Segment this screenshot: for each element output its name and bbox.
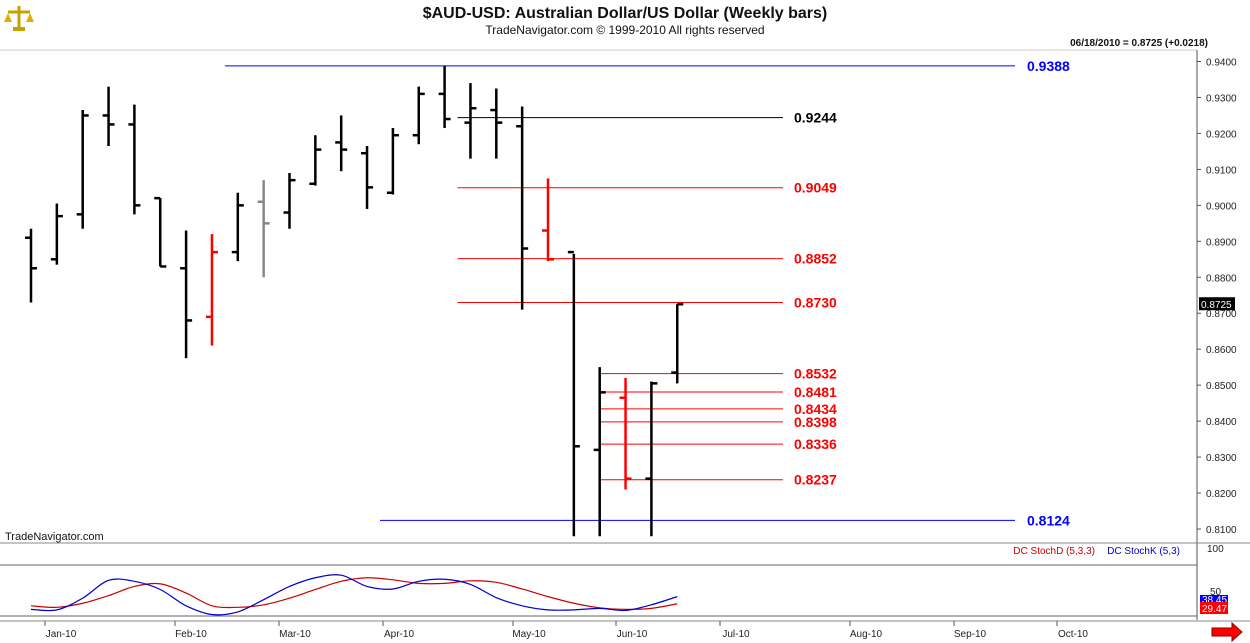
ohlc-bar [154, 196, 167, 268]
ohlc-bar [567, 250, 580, 537]
price-axis: 0.9400 0.9300 0.9200 0.9100 0.9000 0.8900 0.88… [1197, 58, 1237, 536]
level-label: 0.8532 [794, 366, 837, 382]
price-tick-label: 0.8500 [1206, 381, 1237, 392]
ohlc-bar [438, 65, 451, 129]
ohlc-bars [25, 65, 684, 537]
ohlc-bar [25, 228, 37, 303]
level-label: 0.8398 [794, 414, 837, 430]
ohlc-bar [645, 381, 658, 537]
ohlc-bar [516, 106, 529, 310]
price-tick-label: 0.8300 [1206, 453, 1237, 464]
ohlc-bar [464, 83, 477, 159]
quote-readout: 06/18/2010 = 0.8725 (+0.0218) [1070, 38, 1208, 49]
ohlc-bar [205, 234, 218, 346]
time-tick-label: Jul-10 [722, 629, 750, 640]
level-labels: 0.9388 0.9244 0.9049 0.8852 0.8730 0.8532 0.84… [794, 58, 1070, 529]
price-tick-label: 0.9300 [1206, 93, 1237, 104]
price-tick-label: 0.8600 [1206, 345, 1237, 356]
level-label: 0.8124 [1027, 512, 1070, 528]
last-price-marker: 0.8725 [1199, 297, 1235, 311]
price-tick-label: 0.9200 [1206, 129, 1237, 140]
price-tick-label: 0.8800 [1206, 273, 1237, 284]
scroll-right-icon[interactable] [1211, 621, 1243, 643]
last-price-box [1199, 297, 1235, 311]
ohlc-bar [257, 180, 270, 278]
ohlc-bar [386, 128, 399, 195]
ohlc-bar [76, 110, 89, 229]
price-tick-label: 0.8200 [1206, 489, 1237, 500]
level-label: 0.8237 [794, 472, 837, 488]
time-axis: Jan-10 Feb-10 Mar-10 Apr-10 May-10 Jun-10 Jul-… [44, 621, 1088, 640]
stoch-lines [30, 574, 678, 616]
stoch-tick-100: 100 [1207, 544, 1224, 555]
ohlc-bar [50, 203, 63, 265]
level-lines [224, 65, 1015, 521]
chart-subtitle: TradeNavigator.com © 1999-2010 All right… [485, 23, 764, 37]
legend-stochd: DC StochD (5,3,3) [1013, 546, 1095, 557]
price-tick-label: 0.8400 [1206, 417, 1237, 428]
ohlc-bar [283, 172, 296, 229]
chart-title: $AUD-USD: Australian Dollar/US Dollar (W… [423, 5, 828, 22]
time-tick-label: Jun-10 [617, 629, 648, 640]
price-tick-label: 0.8900 [1206, 237, 1237, 248]
ohlc-bar [671, 302, 684, 384]
level-label: 0.8481 [794, 384, 837, 400]
stoch-series-line [30, 574, 678, 616]
ohlc-bar [309, 135, 322, 186]
ohlc-bar [231, 192, 244, 262]
level-label: 0.8336 [794, 436, 837, 452]
ohlc-bar [335, 115, 348, 172]
level-label: 0.9244 [794, 110, 837, 126]
ohlc-bar [593, 367, 606, 537]
time-tick-label: May-10 [512, 629, 546, 640]
stoch-tick-50: 50 [1210, 587, 1222, 598]
stoch-series-line [30, 577, 678, 610]
ohlc-bar [412, 86, 425, 145]
level-label: 0.9049 [794, 180, 837, 196]
ohlc-bar [180, 230, 193, 359]
time-tick-label: Oct-10 [1058, 629, 1088, 640]
time-tick-label: Mar-10 [279, 629, 311, 640]
last-price-label: 0.8725 [1201, 300, 1232, 311]
level-label: 0.8434 [794, 401, 837, 417]
level-label: 0.9388 [1027, 58, 1070, 74]
stochd-readout-box [1200, 602, 1228, 614]
time-tick-label: Sep-10 [954, 629, 987, 640]
price-tick-label: 0.9100 [1206, 165, 1237, 176]
ohlc-bar [619, 377, 632, 490]
legend-stochk: DC StochK (5,3) [1107, 546, 1180, 557]
ohlc-bar [102, 86, 115, 147]
level-label: 0.8852 [794, 251, 837, 267]
stochd-readout: 29.47 [1202, 604, 1227, 615]
price-tick-label: 0.9000 [1206, 201, 1237, 212]
price-tick-label: 0.8100 [1206, 525, 1237, 536]
ohlc-bar [128, 104, 141, 215]
ohlc-bar [361, 146, 374, 209]
level-label: 0.8730 [794, 294, 837, 310]
time-tick-label: Apr-10 [384, 629, 414, 640]
ohlc-bar [490, 88, 503, 159]
time-tick-label: Aug-10 [850, 629, 883, 640]
price-tick-label: 0.8700 [1206, 309, 1237, 320]
time-tick-label: Feb-10 [175, 629, 207, 640]
logo-icon [3, 3, 35, 33]
time-tick-label: Jan-10 [46, 629, 77, 640]
watermark-text: TradeNavigator.com [5, 531, 104, 543]
stochk-readout: 38.45 [1202, 595, 1227, 606]
price-tick-label: 0.9400 [1206, 58, 1237, 69]
ohlc-bar [542, 178, 554, 262]
stochk-readout-box [1200, 595, 1228, 605]
